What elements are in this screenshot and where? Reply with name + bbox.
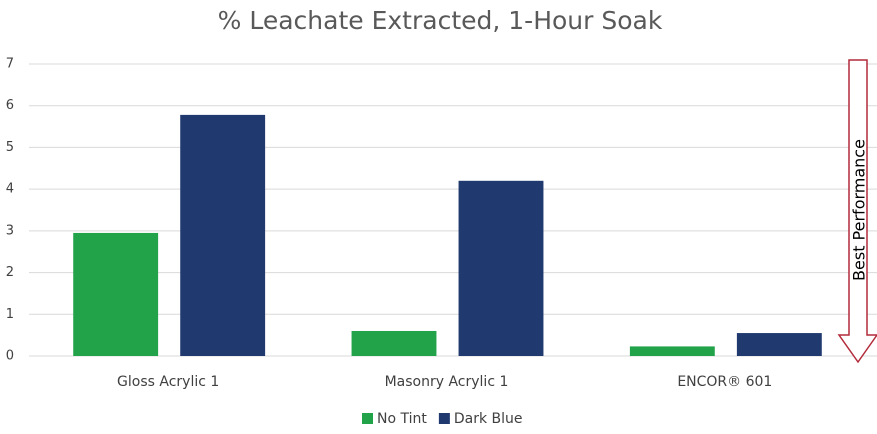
y-tick-label: 6	[6, 98, 14, 113]
x-tick-label: Masonry Acrylic 1	[385, 374, 509, 390]
legend-label: Dark Blue	[454, 411, 523, 427]
legend-swatch	[362, 413, 373, 424]
legend-swatch	[438, 413, 450, 424]
y-tick-label: 4	[6, 182, 14, 197]
bar	[736, 333, 822, 356]
bar	[73, 232, 159, 356]
x-tick-label: Gloss Acrylic 1	[117, 374, 219, 390]
performance-arrow	[837, 59, 877, 364]
bar	[180, 114, 266, 357]
annotation: Best Performance	[850, 139, 869, 281]
bar	[351, 330, 437, 356]
chart-title: % Leachate Extracted, 1-Hour Soak	[218, 6, 663, 35]
y-tick-label: 5	[6, 140, 14, 155]
y-tick-label: 7	[6, 57, 14, 72]
y-tick-label: 2	[6, 265, 14, 280]
y-tick-label: 0	[6, 349, 14, 364]
y-tick-label: 3	[6, 223, 14, 238]
bar	[458, 180, 544, 356]
legend-label: No Tint	[377, 411, 427, 427]
x-tick-label: ENCOR® 601	[677, 374, 772, 390]
y-tick-label: 1	[6, 307, 14, 322]
bar	[629, 346, 715, 356]
